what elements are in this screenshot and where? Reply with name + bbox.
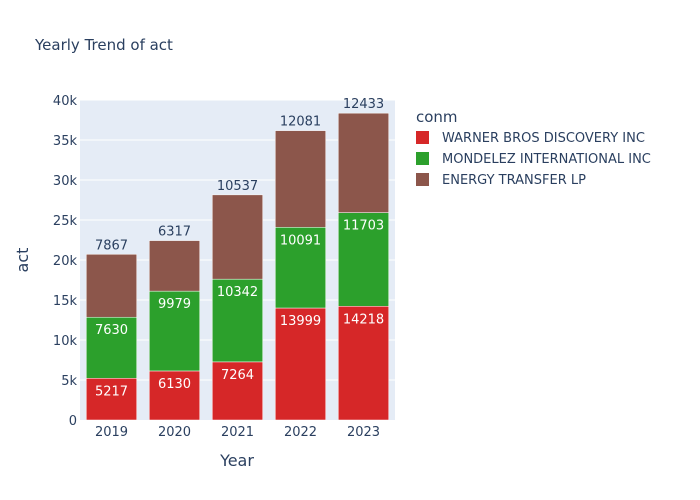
bar-value-label: 10342 <box>217 285 258 300</box>
y-tick-label: 25k <box>53 214 78 229</box>
bar-segment <box>275 227 326 309</box>
chart-title: Yearly Trend of act <box>34 36 173 54</box>
bar-value-label: 6317 <box>158 225 191 240</box>
bar-value-label: 14218 <box>343 312 384 327</box>
bar-segment <box>149 290 200 372</box>
bar-value-label: 7630 <box>95 323 128 338</box>
bar-value-label: 11703 <box>343 219 384 234</box>
bar-segment <box>86 254 137 318</box>
legend: conm WARNER BROS DISCOVERY INC MONDELEZ I… <box>416 108 651 188</box>
bar-value-label: 7867 <box>95 238 128 253</box>
bar-segment <box>86 316 137 379</box>
y-tick-label: 0 <box>69 414 77 429</box>
bar-segment <box>212 278 263 363</box>
y-tick-label: 15k <box>53 294 78 309</box>
bar-segment <box>338 306 389 421</box>
bar-segment <box>86 378 137 421</box>
y-tick-label: 40k <box>53 94 78 109</box>
y-axis-title: act <box>13 248 32 273</box>
legend-entry: ENERGY TRANSFER LP <box>442 173 586 188</box>
y-tick-label: 10k <box>53 334 78 349</box>
bar-value-label: 10537 <box>217 179 258 194</box>
x-tick-label: 2019 <box>95 425 128 440</box>
legend-entry: MONDELEZ INTERNATIONAL INC <box>442 152 651 167</box>
bar-segment <box>149 240 200 292</box>
bar-segment <box>149 370 200 421</box>
legend-swatch <box>416 173 429 186</box>
y-tick-label: 35k <box>53 134 78 149</box>
legend-swatch <box>416 131 429 144</box>
bar-value-label: 6130 <box>158 377 191 392</box>
x-tick-label: 2021 <box>221 425 254 440</box>
bar-segment <box>275 307 326 421</box>
bar-value-label: 5217 <box>95 384 128 399</box>
bars <box>86 112 389 421</box>
x-axis-title: Year <box>219 451 254 470</box>
bar-value-label: 12433 <box>343 97 384 112</box>
x-tick-label: 2020 <box>158 425 191 440</box>
legend-swatch <box>416 152 429 165</box>
bar-value-label: 13999 <box>280 314 321 329</box>
x-tick-label: 2022 <box>284 425 317 440</box>
y-tick-label: 20k <box>53 254 78 269</box>
bar-value-label: 12081 <box>280 115 321 130</box>
data-labels: 5217 7630 7867 6130 9979 6317 7264 10342 10537 13… <box>95 97 384 399</box>
y-tick-label: 5k <box>61 374 77 389</box>
bar-value-label: 10091 <box>280 233 321 248</box>
bar-value-label: 9979 <box>158 297 191 312</box>
bar-value-label: 7264 <box>221 368 254 383</box>
x-tick-label: 2023 <box>347 425 380 440</box>
x-axis-ticks: 2019 2020 2021 2022 2023 <box>95 425 380 440</box>
legend-title: conm <box>416 108 458 126</box>
bar-segment <box>275 130 326 228</box>
bar-segment <box>212 361 263 421</box>
bar-segment <box>338 112 389 213</box>
y-axis-ticks: 0 5k 10k 15k 20k 25k 30k 35k 40k <box>53 94 78 429</box>
legend-entry: WARNER BROS DISCOVERY INC <box>442 131 645 146</box>
y-tick-label: 30k <box>53 174 78 189</box>
bar-segment <box>212 194 263 280</box>
bar-segment <box>338 212 389 307</box>
